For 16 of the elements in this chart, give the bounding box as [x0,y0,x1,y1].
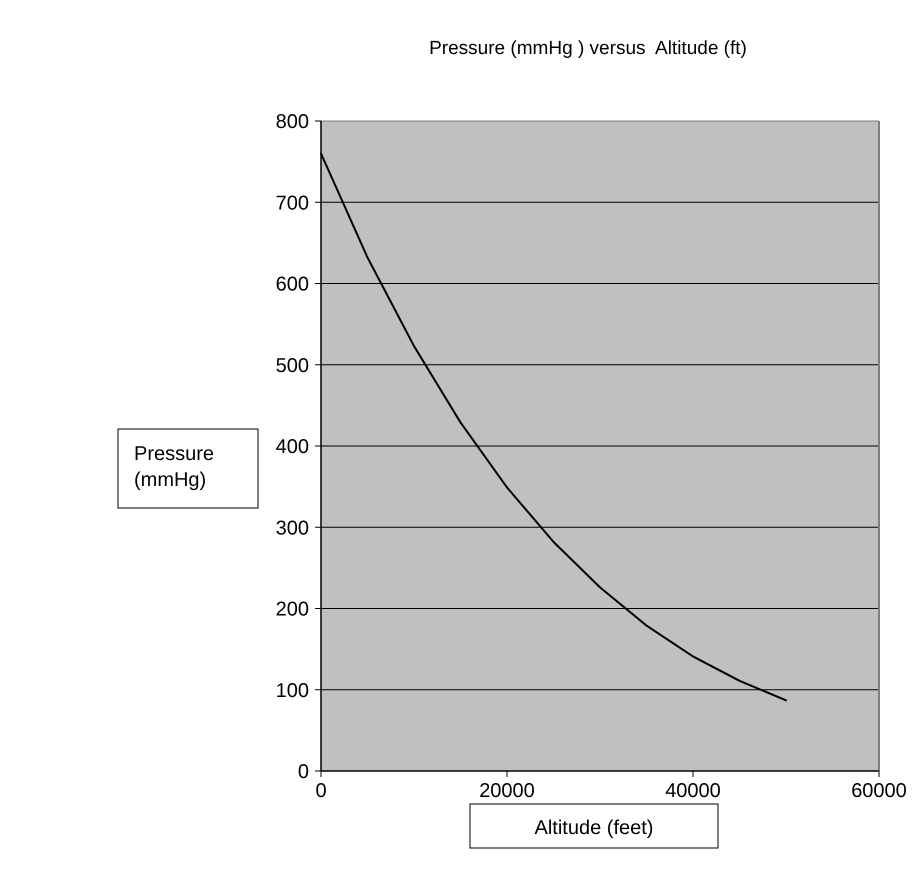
x-tick-label: 0 [315,780,327,802]
y-tick-label: 800 [276,111,309,133]
y-tick-label: 0 [298,761,309,783]
y-tick-label: 700 [276,192,309,214]
y-tick-label: 300 [276,517,309,540]
y-tick-label: 600 [276,274,309,296]
y-tick-label: 500 [276,354,309,377]
y-tick-label: 400 [276,436,309,458]
y-axis-title: Pressure (mmHg) [134,443,214,491]
y-tick-label: 100 [276,680,309,702]
x-tick-label: 60000 [851,780,907,802]
chart-title: Pressure (mmHg ) versus Altitude (ft) [429,38,747,59]
x-tick-label: 40000 [665,780,721,802]
y-tick-label: 200 [276,598,309,620]
x-tick-label: 20000 [479,780,535,802]
x-axis-title: Altitude (feet) [534,817,654,839]
